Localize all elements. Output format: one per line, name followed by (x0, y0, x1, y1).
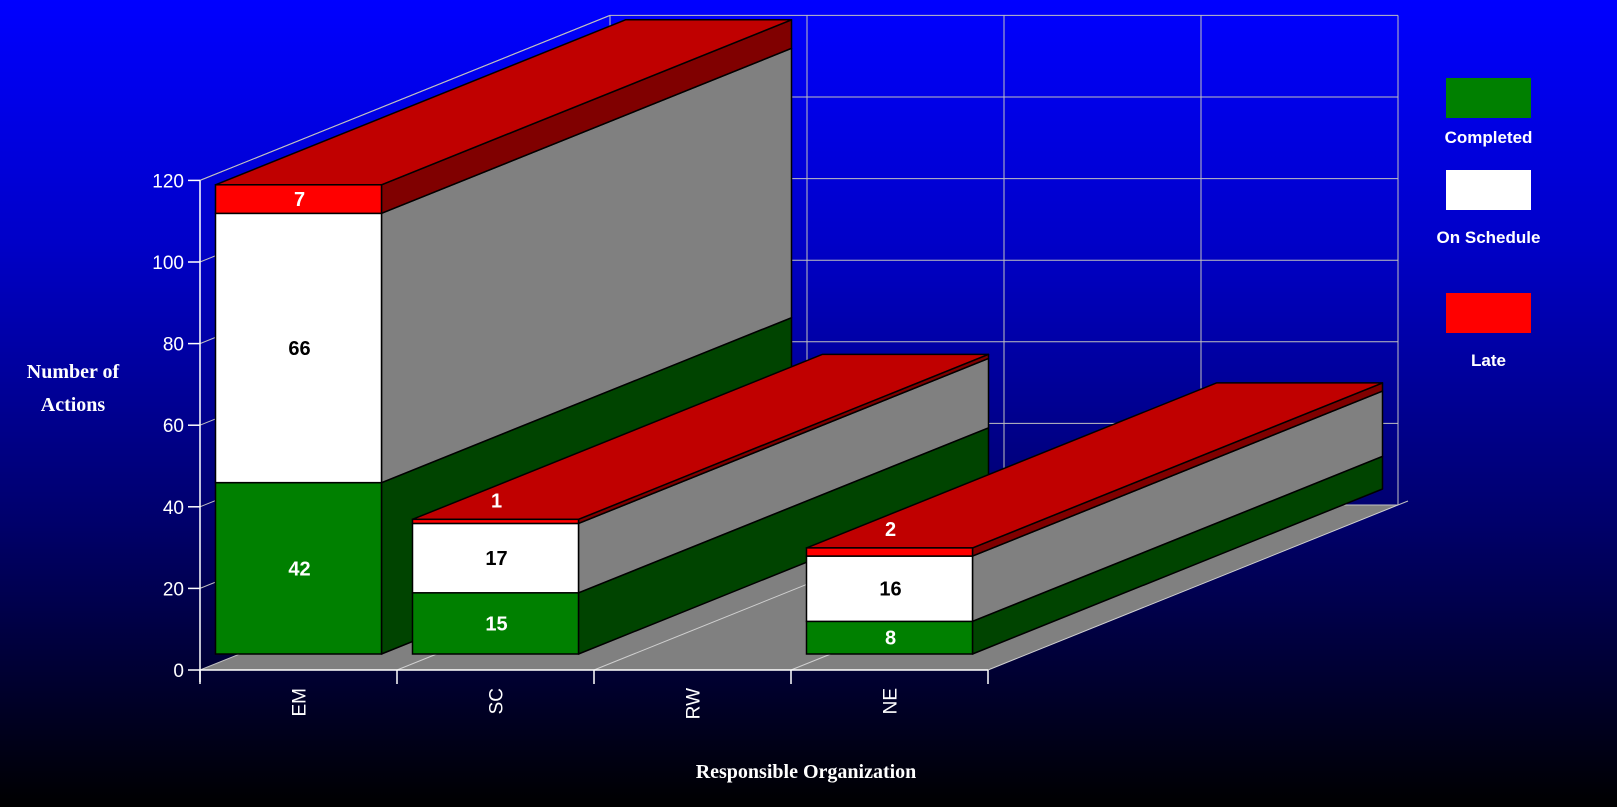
y-axis-title-line-1: Number of (27, 361, 120, 383)
y-tick-label: 100 (152, 253, 184, 274)
bar-sc-on-schedule (411, 522, 580, 594)
chart-legend: Completed On Schedule Late (1437, 78, 1541, 370)
legend-label-late: Late (1471, 351, 1506, 370)
chart-bars: 42 66 7 15 17 1 8 16 2 (214, 19, 1384, 655)
data-label-sc-on-schedule: 17 (485, 548, 507, 570)
bar-ne-completed (805, 620, 974, 655)
y-tick-label: 40 (163, 498, 184, 519)
data-label-sc-late: 1 (491, 490, 502, 512)
y-tick-label: 20 (163, 579, 184, 600)
x-tick-label-em: EM (290, 688, 311, 717)
chart-axes: 0 20 40 60 80 100 120 EM SC RW NE (152, 171, 989, 719)
legend-label-on-schedule: On Schedule (1437, 228, 1541, 247)
data-label-ne-completed: 8 (885, 628, 896, 650)
bar-em-on-schedule (214, 212, 383, 484)
legend-swatch-completed (1446, 78, 1531, 118)
y-tick-label: 60 (163, 416, 184, 437)
bar-group-sc: 15 17 1 (411, 353, 990, 655)
legend-label-completed: Completed (1445, 128, 1533, 147)
x-axis-title: Responsible Organization (696, 761, 917, 783)
floor-line (987, 504, 1399, 671)
data-label-em-late: 7 (294, 189, 305, 211)
x-tick-label-ne: NE (881, 688, 902, 714)
x-tick-label-rw: RW (684, 688, 705, 719)
x-tick-label-sc: SC (487, 688, 508, 714)
legend-swatch-on-schedule (1446, 170, 1531, 210)
bar-em-late (214, 184, 383, 215)
data-label-ne-late: 2 (885, 519, 896, 541)
y-tick-label: 0 (173, 661, 184, 682)
data-label-ne-on-schedule: 16 (879, 579, 901, 601)
bar-em-completed (214, 481, 383, 655)
bar-ne-on-schedule (805, 555, 974, 623)
bar-ne-late (805, 547, 974, 557)
data-label-em-on-schedule: 66 (288, 338, 310, 360)
floor-edge (1397, 500, 1409, 506)
legend-swatch-late (1446, 293, 1531, 333)
side-wall-top-edge (199, 14, 611, 181)
data-label-sc-completed: 15 (485, 613, 507, 635)
y-axis-title-line-2: Actions (41, 394, 106, 416)
bar-group-ne: 8 16 2 (805, 382, 1384, 655)
y-tick-label: 80 (163, 335, 184, 356)
data-label-em-completed: 42 (288, 558, 310, 580)
y-tick-label: 120 (152, 171, 184, 192)
bar-sc-late (411, 518, 580, 525)
